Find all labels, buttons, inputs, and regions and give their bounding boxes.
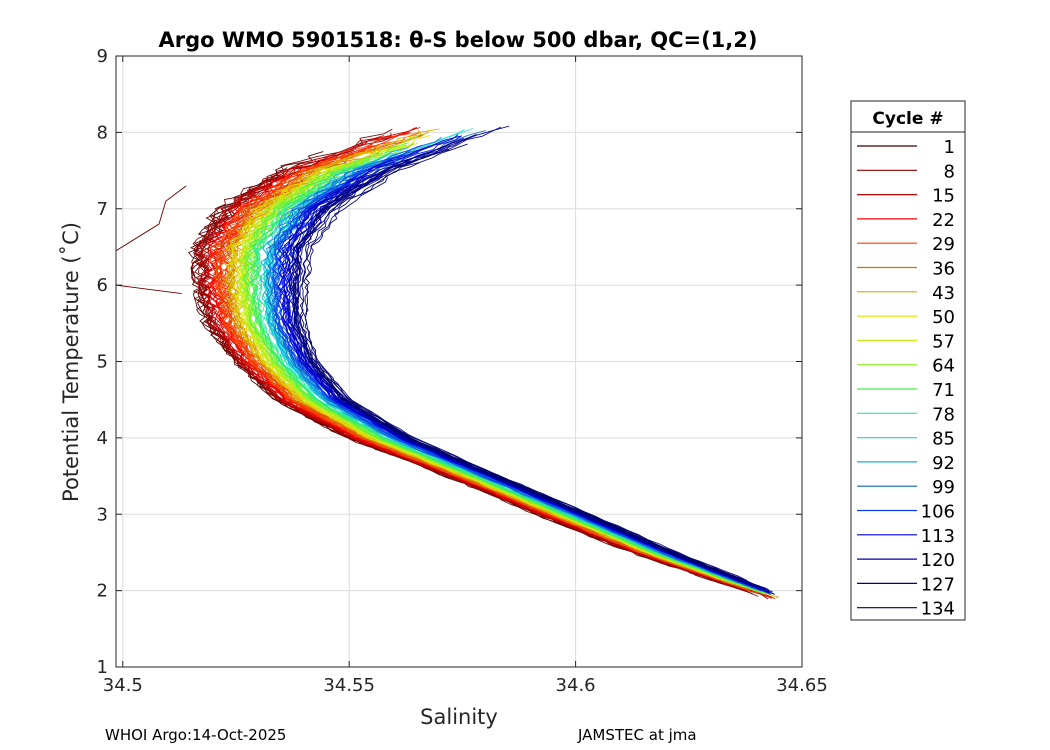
legend-label: 1 bbox=[944, 137, 955, 158]
profile-lines bbox=[115, 125, 779, 600]
y-tick-label: 7 bbox=[97, 199, 108, 220]
y-tick-label: 5 bbox=[97, 352, 108, 373]
legend-label: 134 bbox=[921, 599, 955, 620]
profile-line bbox=[287, 174, 747, 584]
legend-label: 92 bbox=[932, 453, 955, 474]
legend-label: 8 bbox=[944, 161, 955, 182]
y-tick-label: 1 bbox=[97, 657, 108, 678]
legend-box bbox=[850, 100, 966, 621]
legend-label: 64 bbox=[932, 356, 955, 377]
legend-title: Cycle # bbox=[872, 109, 943, 129]
legend-label: 99 bbox=[932, 477, 955, 498]
profile-line bbox=[299, 149, 733, 577]
profile-line bbox=[255, 180, 733, 581]
legend-label: 15 bbox=[932, 186, 955, 207]
legend-label: 43 bbox=[932, 283, 955, 304]
y-axis-label: Potential Temperature (˚C) bbox=[59, 222, 83, 502]
legend-label: 29 bbox=[932, 234, 955, 255]
x-tick-label: 34.55 bbox=[323, 675, 375, 696]
profile-line bbox=[249, 167, 733, 582]
y-tick-label: 3 bbox=[97, 504, 108, 525]
y-tick-label: 4 bbox=[97, 428, 108, 449]
legend-label: 120 bbox=[921, 550, 955, 571]
legend-label: 50 bbox=[932, 307, 955, 328]
axis-ticks: 34.5 34.55 34.6 34.65 1 2 3 4 5 6 7 8 9 bbox=[97, 46, 828, 696]
chart-title: Argo WMO 5901518: θ-S below 500 dbar, QC… bbox=[159, 28, 758, 52]
x-tick-label: 34.5 bbox=[103, 675, 143, 696]
legend-label: 78 bbox=[932, 404, 955, 425]
profile-line bbox=[273, 154, 749, 587]
y-tick-label: 2 bbox=[97, 581, 108, 602]
profile-line bbox=[213, 158, 720, 581]
legend-label: 57 bbox=[932, 331, 955, 352]
y-tick-label: 9 bbox=[97, 46, 108, 67]
legend-label: 71 bbox=[932, 380, 955, 401]
x-tick-label: 34.65 bbox=[776, 675, 828, 696]
legend-label: 36 bbox=[932, 259, 955, 280]
profile-line bbox=[195, 153, 744, 590]
profile-line bbox=[208, 133, 726, 584]
y-tick-label: 8 bbox=[97, 122, 108, 143]
footer-credit: WHOI Argo:14-Oct-2025 bbox=[105, 726, 287, 744]
x-tick-label: 34.6 bbox=[556, 675, 596, 696]
profile-line bbox=[279, 134, 770, 594]
legend: Cycle # 18152229364350576471788592991061… bbox=[850, 100, 966, 621]
legend-label: 85 bbox=[932, 429, 955, 450]
profile-line bbox=[290, 179, 736, 579]
legend-label: 22 bbox=[932, 210, 955, 231]
profile-line bbox=[303, 161, 744, 580]
profile-line bbox=[292, 133, 761, 589]
legend-label: 113 bbox=[921, 526, 955, 547]
legend-label: 127 bbox=[921, 574, 955, 595]
legend-entries: 1 8 15 22 29 36 43 50 57 64 71 78 85 92 99 106 113 120 127… bbox=[857, 137, 955, 620]
legend-label: 106 bbox=[921, 502, 955, 523]
x-axis-label: Salinity bbox=[420, 705, 498, 729]
y-tick-label: 6 bbox=[97, 275, 108, 296]
footer-source: JAMSTEC at jma bbox=[578, 726, 697, 744]
profile-line bbox=[115, 185, 187, 294]
